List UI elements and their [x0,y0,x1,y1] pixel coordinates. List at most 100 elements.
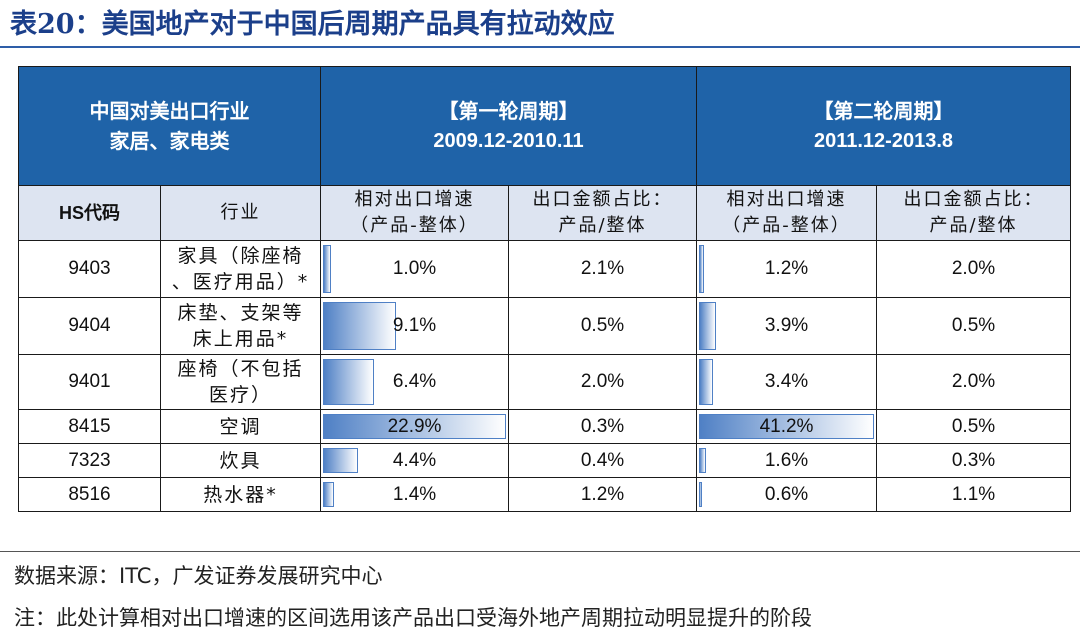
p2-growth-bar [699,414,874,439]
industry-name-line2: 床上用品* [192,328,289,350]
col-header-p1-share: 出口金额占比： 产品/整体 [508,185,697,241]
p1-share-value: 2.1% [508,240,697,298]
p1-growth-cell: 4.4% [320,443,509,478]
hs-code: 9403 [18,240,161,298]
p1-growth-cell: 9.1% [320,297,509,355]
p1-growth-value: 1.0% [392,258,437,279]
header-period1: 【第一轮周期】 2009.12-2010.11 [320,66,697,186]
p2-growth-line2: （产品-整体） [722,215,851,236]
header-corner: 中国对美出口行业 家居、家电类 [18,66,321,186]
industry-name-line1: 座椅（不包括 [177,358,304,380]
table-title: 表20：美国地产对于中国后周期产品具有拉动效应 [10,9,615,40]
col-header-p2-growth: 相对出口增速 （产品-整体） [696,185,877,241]
p2-share-value: 1.1% [876,477,1071,512]
p2-growth-cell: 1.2% [696,240,877,298]
title-divider [0,46,1080,48]
industry-name: 热水器* [160,477,321,512]
footer-divider [0,551,1080,552]
p1-growth-bar [323,302,396,350]
industry-name-line2: 医疗） [208,384,272,406]
hs-code: 7323 [18,443,161,478]
industry-name-line1: 床垫、支架等 [177,302,304,324]
p2-share-value: 0.5% [876,409,1071,444]
p1-growth-value: 4.4% [392,449,437,471]
p1-share-value: 0.4% [508,443,697,478]
p2-growth-value: 41.2% [759,415,814,437]
p2-growth-bar [699,359,714,405]
p1-growth-value: 6.4% [392,371,437,392]
p1-growth-value: 22.9% [387,415,442,437]
p2-growth-cell: 41.2% [696,409,877,444]
p2-growth-cell: 1.6% [696,443,877,478]
p2-growth-cell: 3.9% [696,297,877,355]
industry-name: 家具（除座椅 、医疗用品）* [160,240,321,298]
export-table: 中国对美出口行业 家居、家电类 【第一轮周期】 2009.12-2010.11 … [18,66,1071,512]
p2-growth-value: 0.6% [764,483,809,505]
header-row-periods: 中国对美出口行业 家居、家电类 【第一轮周期】 2009.12-2010.11 … [18,66,1071,186]
p2-growth-value: 3.4% [764,371,809,392]
hs-code: 9404 [18,297,161,355]
period2-label: 【第二轮周期】 [813,99,954,123]
col-header-industry: 行业 [160,185,321,241]
period2-range: 2011.12-2013.8 [813,130,954,152]
hs-code: 8415 [18,409,161,444]
col-header-hs: HS代码 [18,185,161,241]
p2-growth-bar [699,482,702,507]
table-row: 9401 座椅（不包括 医疗） 6.4% 2.0% 3.4% 2.0% [18,354,1071,410]
table-row: 8516 热水器* 1.4% 1.2% 0.6% 1.1% [18,477,1071,512]
industry-name-line2: 、医疗用品）* [171,271,310,293]
corner-line2: 家居、家电类 [109,129,230,153]
p1-growth-bar [323,482,335,507]
period1-range: 2009.12-2010.11 [433,130,584,152]
industry-name: 空调 [160,409,321,444]
p1-growth-bar [323,414,506,439]
p2-growth-line1: 相对出口增速 [726,189,847,210]
hs-code: 8516 [18,477,161,512]
data-source: 数据来源：ITC，广发证券发展研究中心 [14,564,383,588]
header-row-columns: HS代码 行业 相对出口增速 （产品-整体） 出口金额占比： 产品/整体 相对出… [18,185,1071,241]
p1-share-line1: 出口金额占比： [532,189,673,210]
p2-growth-value: 1.6% [764,449,809,471]
p2-growth-cell: 3.4% [696,354,877,410]
col-header-p1-growth: 相对出口增速 （产品-整体） [320,185,509,241]
p1-growth-bar [323,359,375,405]
corner-line1: 中国对美出口行业 [89,99,250,123]
table-row: 8415 空调 22.9% 0.3% 41.2% 0.5% [18,409,1071,444]
p1-growth-line1: 相对出口增速 [354,189,475,210]
p2-growth-value: 3.9% [764,315,809,336]
p2-growth-cell: 0.6% [696,477,877,512]
industry-name-line1: 家具（除座椅 [177,245,304,267]
table-row: 9403 家具（除座椅 、医疗用品）* 1.0% 2.1% 1.2% 2.0% [18,240,1071,298]
p1-growth-bar [323,448,359,473]
p2-share-value: 0.5% [876,297,1071,355]
header-period2: 【第二轮周期】 2011.12-2013.8 [696,66,1071,186]
p1-growth-cell: 1.0% [320,240,509,298]
p1-share-value: 0.5% [508,297,697,355]
p1-share-value: 2.0% [508,354,697,410]
p1-growth-line2: （产品-整体） [350,215,479,236]
p1-growth-cell: 6.4% [320,354,509,410]
p2-growth-value: 1.2% [764,258,809,279]
industry-name: 座椅（不包括 医疗） [160,354,321,410]
p1-growth-cell: 22.9% [320,409,509,444]
p1-growth-cell: 1.4% [320,477,509,512]
p2-share-line1: 出口金额占比： [903,189,1044,210]
p2-share-value: 0.3% [876,443,1071,478]
p1-share-line2: 产品/整体 [558,215,647,236]
industry-name: 床垫、支架等 床上用品* [160,297,321,355]
p2-growth-bar [699,245,705,293]
p2-share-line2: 产品/整体 [929,215,1018,236]
table-row: 7323 炊具 4.4% 0.4% 1.6% 0.3% [18,443,1071,478]
p2-share-value: 2.0% [876,240,1071,298]
p1-growth-value: 9.1% [392,315,437,336]
p2-share-value: 2.0% [876,354,1071,410]
p1-growth-bar [323,245,331,293]
hs-code: 9401 [18,354,161,410]
period1-label: 【第一轮周期】 [438,99,579,123]
p2-growth-bar [699,448,706,473]
p2-growth-bar [699,302,716,350]
footnote: 注：此处计算相对出口增速的区间选用该产品出口受海外地产周期拉动明显提升的阶段 [14,606,812,630]
table-row: 9404 床垫、支架等 床上用品* 9.1% 0.5% 3.9% 0.5% [18,297,1071,355]
p1-growth-value: 1.4% [392,483,437,505]
industry-name: 炊具 [160,443,321,478]
